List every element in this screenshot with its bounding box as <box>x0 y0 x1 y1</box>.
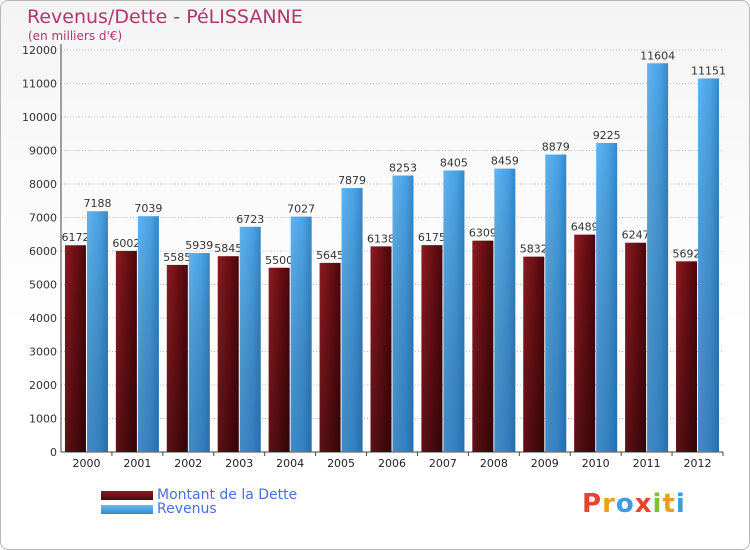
bar-revenus-shade <box>698 78 720 452</box>
chart-subtitle: (en milliers d'€) <box>28 29 123 43</box>
x-tick-label: 2003 <box>225 457 253 470</box>
y-tick-label: 2000 <box>29 379 57 392</box>
data-label-debt: 6175 <box>418 231 446 244</box>
bar-revenus-shade <box>647 63 669 453</box>
x-tick-label: 2002 <box>174 457 202 470</box>
bar-revenus-shade <box>137 216 159 452</box>
chart-title: Revenus/Dette - PéLISSANNE <box>27 6 303 28</box>
y-tick-label: 7000 <box>29 212 57 225</box>
bar-debt-shade <box>64 245 86 452</box>
x-tick-label: 2012 <box>684 457 712 470</box>
x-tick-label: 2007 <box>429 457 457 470</box>
y-tick-label: 11000 <box>22 78 57 91</box>
bar-debt-shade <box>268 267 290 452</box>
bar-revenus-shade <box>545 154 567 452</box>
data-label-revenus: 6723 <box>236 213 264 226</box>
bar-revenus-shade <box>392 175 414 452</box>
x-tick-label: 2001 <box>123 457 151 470</box>
bar-debt-shade <box>421 245 443 452</box>
bar-debt-shade <box>115 250 137 452</box>
logo-letter: r <box>602 489 616 519</box>
data-label-debt: 6172 <box>61 231 89 244</box>
bar-debt-shade <box>574 234 596 452</box>
logo-letter: i <box>675 489 686 519</box>
data-label-revenus: 8459 <box>491 155 519 168</box>
x-tick-label: 2011 <box>633 457 661 470</box>
data-label-debt: 6309 <box>469 227 497 240</box>
data-label-debt: 6247 <box>622 229 650 242</box>
y-tick-label: 4000 <box>29 312 57 325</box>
bar-debt-shade <box>676 261 698 452</box>
y-tick-label: 3000 <box>29 346 57 359</box>
x-tick-label: 2006 <box>378 457 406 470</box>
x-tick-label: 2005 <box>327 457 355 470</box>
data-label-revenus: 11151 <box>691 64 726 77</box>
data-label-debt: 6138 <box>367 232 395 245</box>
data-label-revenus: 7879 <box>338 174 366 187</box>
data-label-debt: 5692 <box>673 247 701 260</box>
data-label-revenus: 8253 <box>389 162 417 175</box>
data-label-debt: 6489 <box>571 221 599 234</box>
bar-debt-shade <box>319 262 341 452</box>
x-tick-label: 2008 <box>480 457 508 470</box>
y-tick-label: 1000 <box>29 413 57 426</box>
logo-letter: i <box>652 489 663 519</box>
legend-swatch-revenus <box>101 505 153 514</box>
data-label-revenus: 7039 <box>134 202 162 215</box>
logo-letter: P <box>582 489 603 519</box>
y-tick-label: 12000 <box>22 44 57 57</box>
bar-debt-shade <box>217 256 239 452</box>
legend-swatch-debt <box>101 491 153 500</box>
bar-revenus-shade <box>188 253 210 452</box>
y-tick-label: 10000 <box>22 111 57 124</box>
x-tick-label: 2000 <box>72 457 100 470</box>
x-tick-label: 2010 <box>582 457 610 470</box>
bar-revenus-shade <box>341 188 363 452</box>
legend-label-debt: Montant de la Dette <box>157 487 298 503</box>
y-tick-label: 9000 <box>29 145 57 158</box>
data-label-debt: 5645 <box>316 249 344 262</box>
data-label-debt: 6002 <box>112 237 140 250</box>
logo-letter: x <box>634 489 653 519</box>
bar-revenus-shade <box>86 211 108 452</box>
data-label-revenus: 5939 <box>185 239 213 252</box>
data-label-revenus: 7027 <box>287 203 315 216</box>
data-label-revenus: 11604 <box>640 49 675 62</box>
bar-debt-shade <box>472 240 494 452</box>
data-label-revenus: 8879 <box>542 141 570 154</box>
bar-debt-shade <box>166 264 188 452</box>
data-label-revenus: 8405 <box>440 156 468 169</box>
bar-revenus-shade <box>494 168 516 452</box>
legend-label-revenus: Revenus <box>157 501 217 517</box>
data-label-debt: 5832 <box>520 243 548 256</box>
x-tick-label: 2004 <box>276 457 304 470</box>
bar-revenus-shade <box>443 170 465 452</box>
logo-letter: t <box>662 489 676 519</box>
logo-letter: o <box>615 489 635 519</box>
bar-debt-shade <box>370 246 392 452</box>
bar-revenus-shade <box>290 216 312 452</box>
proxiti-logo: Proxiti <box>582 489 686 519</box>
y-tick-label: 5000 <box>29 279 57 292</box>
data-label-debt: 5585 <box>163 251 191 264</box>
data-label-revenus: 7188 <box>83 197 111 210</box>
data-label-debt: 5500 <box>265 254 293 267</box>
bar-debt-shade <box>625 242 647 452</box>
bar-debt-shade <box>523 256 545 452</box>
x-tick-label: 2009 <box>531 457 559 470</box>
data-label-debt: 5845 <box>214 242 242 255</box>
y-tick-label: 0 <box>50 446 57 459</box>
data-label-revenus: 9225 <box>593 129 621 142</box>
y-tick-label: 8000 <box>29 178 57 191</box>
bar-revenus-shade <box>239 226 261 452</box>
y-tick-label: 6000 <box>29 245 57 258</box>
bar-revenus-shade <box>596 142 618 452</box>
